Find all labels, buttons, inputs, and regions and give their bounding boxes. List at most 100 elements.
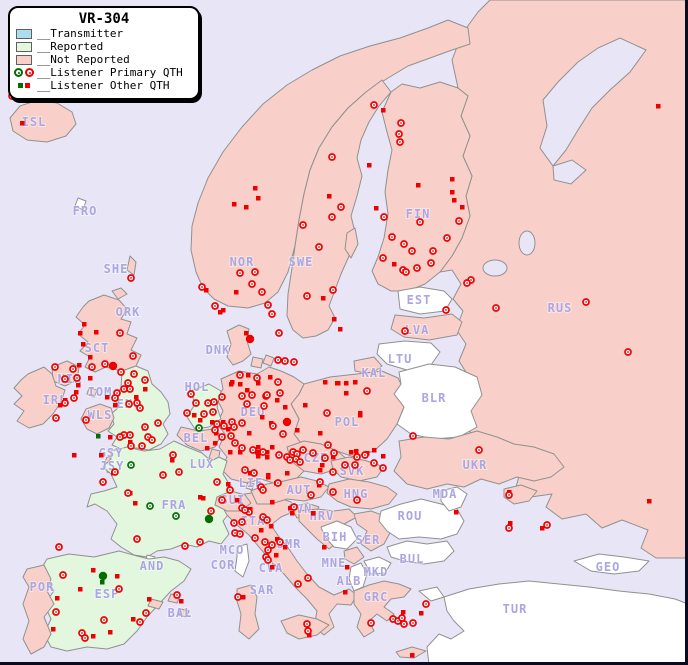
listener-primary-qth-marker [99, 478, 107, 486]
listener-other-qth-marker [234, 290, 239, 295]
listener-other-qth-marker [303, 403, 308, 408]
listener-other-qth-marker [295, 428, 300, 433]
legend-label: __Transmitter [37, 27, 124, 40]
listener-other-qth-marker [367, 163, 372, 168]
legend-label: __Listener Other QTH [37, 79, 170, 92]
map-label-sar: SAR [250, 583, 275, 597]
country-hng[interactable] [326, 478, 398, 510]
country-bal[interactable] [147, 598, 164, 610]
map-label-deu: DEU [241, 405, 266, 419]
country-bul[interactable] [386, 540, 455, 565]
listener-other-qth-marker [283, 545, 288, 550]
country-tur[interactable] [426, 580, 688, 665]
listener-primary-qth-marker [248, 391, 256, 399]
listener-primary-qth-marker [116, 329, 124, 337]
listener-other-qth-marker [358, 413, 363, 418]
country-irl[interactable] [13, 366, 66, 429]
listener-other-qth-marker [192, 413, 197, 418]
listener-primary-qth-marker [492, 304, 500, 312]
listener-primary-qth-marker [251, 534, 259, 542]
listener-primary-qth-marker [324, 441, 332, 449]
listener-primary-qth-marker [315, 243, 323, 251]
listener-primary-qth-marker [52, 608, 60, 616]
country-bih[interactable] [320, 520, 358, 550]
listener-primary-qth-marker [126, 431, 134, 439]
map-label-dnk: DNK [206, 343, 231, 357]
listener-other-qth-marker [91, 568, 96, 573]
map-label-nor: NOR [230, 255, 255, 269]
listener-primary-qth-marker [286, 456, 294, 464]
country-kal[interactable] [353, 356, 383, 375]
listener-other-qth-marker [285, 471, 290, 476]
listener-primary-qth-marker [173, 591, 181, 599]
country-bel[interactable] [176, 426, 222, 452]
listener-primary-qth-marker [124, 379, 132, 387]
country-fra[interactable] [86, 440, 232, 558]
country-dnki[interactable] [262, 354, 275, 367]
country-bal[interactable] [177, 608, 190, 618]
listener-primary-qth-marker [367, 619, 375, 627]
listener-other-qth-marker [332, 317, 337, 322]
listener-primary-qth-marker [159, 471, 167, 479]
listener-primary-qth-marker [126, 385, 134, 393]
listener-other-qth-marker [256, 381, 261, 386]
country-mkd[interactable] [363, 556, 392, 575]
country-isl[interactable] [9, 99, 77, 143]
listener-primary-qth-marker [397, 119, 405, 127]
country-turnw[interactable] [418, 586, 445, 602]
listener-other-qth-marker [105, 395, 110, 400]
listener-primary-qth-marker [136, 404, 144, 412]
country-rou[interactable] [378, 498, 465, 540]
listener-other-qth-marker [265, 450, 270, 455]
listener-primary-qth-marker [218, 433, 226, 441]
country-ork[interactable] [111, 287, 128, 300]
red-ring-icon [25, 68, 34, 77]
listener-other-qth-marker [275, 398, 280, 403]
listener-primary-qth-marker [275, 329, 283, 337]
listener-other-qth-marker [256, 445, 261, 450]
listener-other-qth-marker [372, 448, 377, 453]
listener-primary-qth-marker [341, 461, 349, 469]
country-got[interactable] [344, 227, 359, 259]
listener-primary-qth-marker [263, 516, 271, 524]
country-she[interactable] [126, 255, 137, 276]
listener-primary-qth-marker [230, 423, 238, 431]
legend-label: __Not Reported [37, 53, 130, 66]
country-crete[interactable] [395, 646, 427, 659]
legend-box: VR-304 __Transmitter __Reported __Not Re… [8, 6, 200, 100]
country-mda[interactable] [440, 486, 468, 512]
country-iom[interactable] [86, 387, 98, 398]
listener-other-qth-marker [270, 565, 275, 570]
listener-other-qth-marker [170, 458, 175, 463]
transmitter-swatch [16, 28, 32, 39]
country-est[interactable] [397, 286, 453, 315]
listener-other-qth-marker [265, 455, 270, 460]
map-label-mda: MDA [433, 487, 458, 501]
country-cor[interactable] [234, 543, 250, 578]
listener-primary-qth-marker [88, 363, 96, 371]
country-cri[interactable] [503, 484, 538, 505]
country-por[interactable] [22, 564, 55, 655]
listener-other-qth-marker [323, 380, 328, 385]
listener-other-qth-marker [452, 198, 457, 203]
map-label-alb: ALB [337, 574, 362, 588]
listener-primary-qth-marker [231, 439, 239, 447]
country-dnki[interactable] [250, 356, 264, 369]
listener-primary-qth-marker [294, 580, 302, 588]
listener-primary-qth-marker [400, 240, 408, 248]
listener-other-qth-marker [275, 537, 280, 542]
listener-primary-qth-marker [111, 468, 119, 476]
country-ukr[interactable] [393, 430, 565, 490]
listener-primary-qth-marker [73, 374, 81, 382]
listener-other-qth-marker [260, 415, 265, 420]
country-lva[interactable] [390, 313, 463, 341]
country-geo[interactable] [573, 553, 650, 575]
listener-other-qth-marker [88, 376, 93, 381]
listener-primary-qth-marker [353, 496, 361, 504]
map-label-isl: ISL [22, 115, 47, 129]
listener-other-qth-marker [256, 454, 261, 459]
country-mne[interactable] [343, 546, 365, 565]
country-lie[interactable] [245, 481, 255, 491]
country-fro[interactable] [74, 197, 87, 211]
